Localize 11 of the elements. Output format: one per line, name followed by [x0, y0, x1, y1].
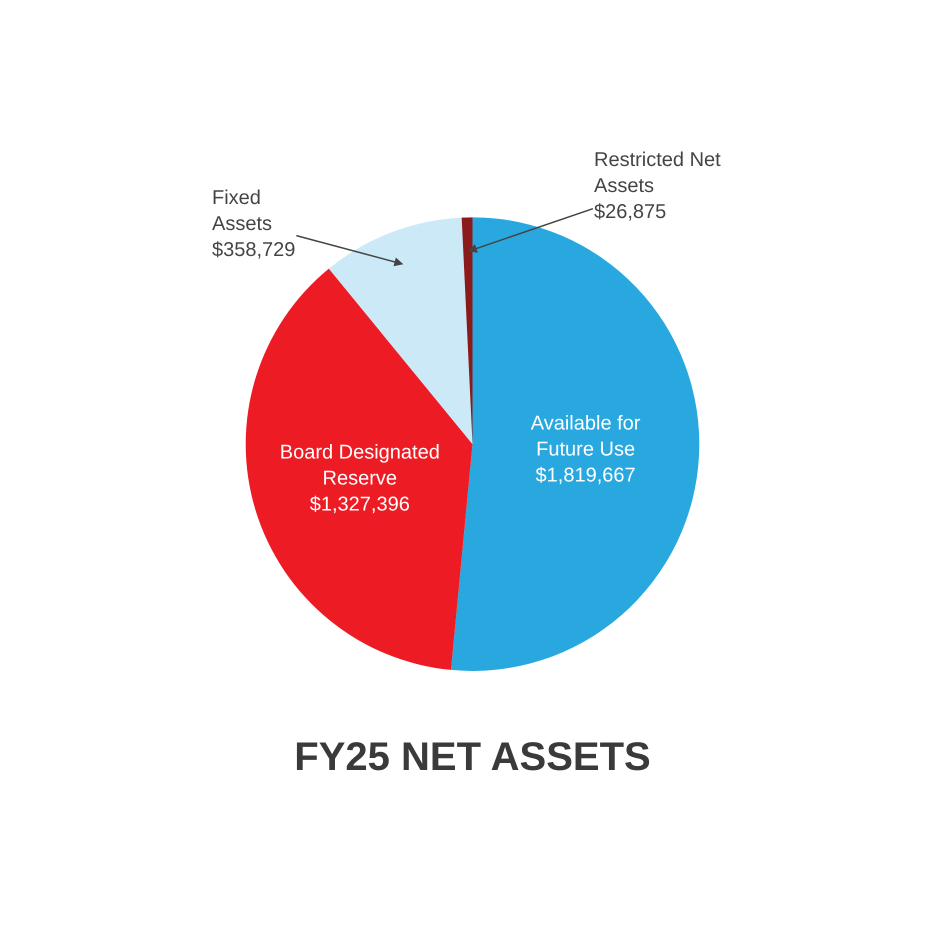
data-label: $26,875 — [594, 201, 666, 223]
pie-slice — [328, 218, 472, 444]
slice-label: Board Designated Reserve — [280, 441, 440, 490]
pie-slice — [246, 268, 472, 670]
slice-label: Available for Future Use — [530, 412, 641, 461]
data-label: $358,729 — [212, 239, 296, 261]
text: FY25 NET ASSETS — [294, 735, 651, 779]
slice-label: Restricted Net Assets — [594, 149, 722, 197]
slice-label: Fixed Assets — [212, 187, 272, 235]
data-label: $1,819,667 — [536, 464, 636, 487]
data-label: $1,327,396 — [310, 493, 410, 516]
